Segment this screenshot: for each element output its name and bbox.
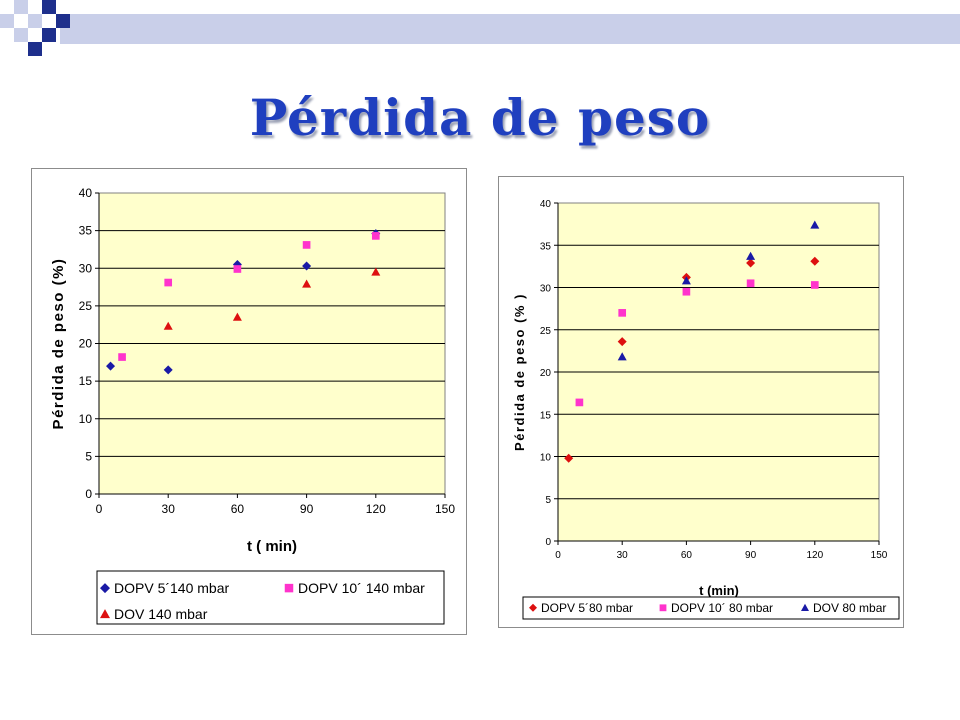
data-point-triangle — [371, 267, 381, 276]
y-tick-label: 5 — [545, 495, 551, 506]
data-point-triangle — [232, 312, 242, 321]
legend-marker-diamond — [100, 583, 110, 594]
data-point-triangle — [163, 321, 173, 330]
x-tick-label: 120 — [366, 502, 386, 516]
x-tick-label: 90 — [300, 502, 314, 516]
data-point-square — [164, 278, 173, 287]
y-tick-label: 10 — [79, 412, 93, 426]
y-tick-label: 40 — [540, 199, 552, 210]
data-point-diamond — [163, 365, 173, 375]
y-tick-label: 35 — [540, 241, 552, 252]
deco-square — [42, 28, 56, 42]
data-point-square — [371, 232, 380, 240]
x-tick-label: 0 — [96, 502, 103, 516]
chart-right: 0 5 10 15 20 25 30 35 40 0 30 60 90 120 150 t (min) Pérd… — [498, 176, 904, 628]
data-point-square — [575, 398, 584, 407]
x-tick-label: 150 — [871, 550, 888, 561]
data-point-triangle — [617, 352, 627, 361]
slide-title: Pérdida de peso — [249, 88, 711, 147]
legend-label: DOPV 5´140 mbar — [114, 580, 229, 596]
y-tick-label: 15 — [540, 410, 552, 421]
legend-label: DOPV 5´80 mbar — [541, 601, 633, 615]
y-tick-label: 30 — [79, 261, 93, 275]
legend-box — [522, 596, 900, 620]
data-point-diamond — [810, 256, 820, 266]
legend-label: DOPV 10´ 140 mbar — [298, 580, 425, 596]
data-point-triangle — [746, 251, 756, 260]
data-point-diamond — [564, 453, 574, 463]
x-tick-label: 60 — [681, 550, 693, 561]
data-point-triangle — [302, 279, 312, 288]
slide-decoration — [0, 0, 960, 56]
data-point-diamond — [746, 258, 756, 268]
data-point-square — [746, 279, 755, 288]
data-point-diamond — [302, 261, 312, 271]
x-axis-label: t (min) — [699, 583, 739, 598]
data-point-diamond — [106, 361, 116, 371]
y-axis-label: Pérdida de peso (% ) — [512, 293, 527, 451]
chart-right-svg: 0 5 10 15 20 25 30 35 40 0 30 60 90 120 150 t (min) Pérd… — [512, 199, 900, 620]
legend-marker-square — [284, 583, 294, 593]
y-tick-label: 20 — [540, 368, 552, 379]
legend-label: DOV 140 mbar — [114, 606, 208, 622]
y-tick-label: 0 — [545, 537, 551, 548]
y-tick-label: 0 — [85, 487, 92, 501]
legend-box — [96, 570, 445, 625]
x-tick-label: 30 — [162, 502, 176, 516]
legend-marker-square — [659, 604, 667, 612]
y-tick-label: 35 — [79, 224, 93, 238]
legend-label: DOV 80 mbar — [813, 601, 886, 615]
legend-marker-triangle — [801, 603, 809, 611]
data-point-diamond — [617, 337, 627, 347]
y-tick-label: 25 — [540, 326, 552, 337]
x-tick-label: 60 — [231, 502, 245, 516]
y-tick-label: 30 — [540, 284, 552, 295]
x-axis-label: t ( min) — [247, 538, 297, 555]
x-tick-label: 150 — [435, 502, 455, 516]
data-point-square — [233, 265, 242, 273]
x-tick-label: 0 — [555, 550, 561, 561]
chart-left-svg: 0 5 10 15 20 25 30 35 40 0 30 60 90 120 150 t ( min) Pér… — [50, 186, 455, 625]
chart-left: 0 5 10 15 20 25 30 35 40 0 30 60 90 120 150 t ( min) Pér… — [31, 168, 467, 635]
x-tick-label: 90 — [745, 550, 757, 561]
y-tick-label: 25 — [79, 299, 93, 313]
y-tick-label: 15 — [79, 374, 93, 388]
deco-square — [28, 14, 42, 28]
deco-square — [56, 14, 70, 28]
y-tick-label: 10 — [540, 453, 552, 464]
data-point-square — [302, 241, 311, 249]
legend-marker-diamond — [529, 603, 537, 612]
deco-square — [14, 0, 28, 14]
deco-band — [60, 14, 960, 44]
x-tick-label: 30 — [617, 550, 629, 561]
y-axis-label: Pérdida de peso (%) — [50, 258, 67, 430]
legend-marker-triangle — [100, 609, 110, 619]
legend-label: DOPV 10´ 80 mbar — [671, 601, 773, 615]
data-point-triangle — [810, 220, 820, 229]
data-point-triangle — [681, 276, 691, 285]
y-tick-label: 5 — [85, 449, 92, 463]
y-tick-label: 40 — [79, 186, 93, 200]
deco-square — [14, 28, 28, 42]
x-tick-label: 120 — [806, 550, 823, 561]
deco-square — [0, 14, 14, 28]
y-tick-label: 20 — [79, 337, 93, 351]
data-point-square — [618, 309, 627, 317]
data-point-square — [810, 281, 819, 289]
data-point-square — [118, 353, 126, 361]
deco-square — [42, 0, 56, 14]
deco-square — [28, 42, 42, 56]
data-point-square — [682, 287, 691, 296]
